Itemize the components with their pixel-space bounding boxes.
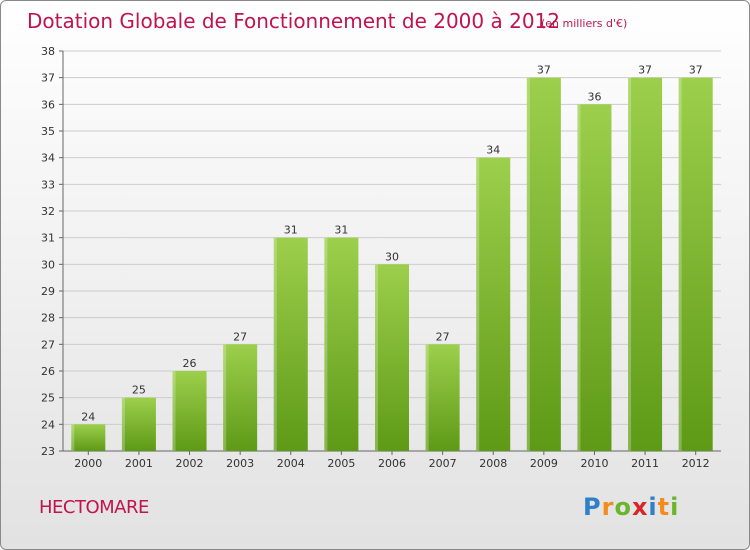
bar-highlight [172,371,176,451]
x-tick-label: 2007 [429,457,457,470]
value-label: 24 [81,410,95,423]
value-label: 37 [689,64,703,77]
x-tick-label: 2001 [125,457,153,470]
proxiti-logo: Proxiti [583,493,679,521]
bar-2008 [476,157,511,451]
x-tick-label: 2005 [327,457,355,470]
chart-title: Dotation Globale de Fonctionnement de 20… [27,9,560,33]
value-label: 31 [334,224,348,237]
value-label: 37 [537,64,551,77]
y-tick-label: 27 [41,338,55,351]
bar-highlight [628,77,632,452]
y-tick-label: 26 [41,365,55,378]
logo-letter: i [670,493,680,521]
y-tick-label: 38 [41,45,55,58]
x-tick-label: 2003 [226,457,254,470]
y-tick-label: 36 [41,98,55,111]
bar-highlight [678,77,682,452]
unit-note: (en milliers d'€) [541,17,628,30]
bar-2011 [628,77,663,452]
value-label: 26 [183,357,197,370]
bar-2009 [526,77,561,452]
x-tick-label: 2009 [530,457,558,470]
bar-2000 [71,424,106,451]
x-tick-label: 2011 [631,457,659,470]
bar-2007 [425,344,460,451]
logo-letter: r [601,493,615,521]
value-label: 25 [132,384,146,397]
x-tick-label: 2004 [277,457,305,470]
y-tick-label: 29 [41,285,55,298]
logo-letter: t [657,493,671,521]
bar-2010 [577,104,612,451]
y-tick-label: 35 [41,125,55,138]
y-tick-label: 33 [41,178,55,191]
bar-highlight [71,424,75,451]
y-tick-label: 24 [41,418,55,431]
logo-letter: x [631,493,649,521]
bar-2006 [375,264,409,451]
value-label: 34 [486,144,500,157]
y-tick-label: 37 [41,72,55,85]
bars [71,77,713,452]
value-label: 27 [233,330,247,343]
bar-highlight [121,397,125,451]
y-tick-label: 25 [41,392,55,405]
x-tick-label: 2002 [176,457,204,470]
commune-name: HECTOMARE [39,497,149,518]
logo-letter: P [583,493,602,521]
bar-2012 [678,77,713,452]
bar-2004 [273,237,308,451]
value-label: 31 [284,224,298,237]
y-tick-label: 34 [41,152,55,165]
y-tick-label: 23 [41,445,55,458]
y-tick-label: 31 [41,232,55,245]
bar-highlight [273,237,277,451]
y-tick-label: 32 [41,205,55,218]
bar-highlight [425,344,429,451]
bar-highlight [375,264,378,451]
labels: 23 24 25 26 27 28 29 30 31 32 33 34 35 36 37 38 24 2000 25… [41,45,710,470]
x-tick-label: 2006 [378,457,406,470]
y-tick-label: 30 [41,258,55,271]
bar-highlight [223,344,227,451]
y-tick-label: 28 [41,312,55,325]
bar-2003 [223,344,258,451]
logo-letter: o [614,493,632,521]
x-tick-label: 2008 [479,457,507,470]
x-tick-label: 2012 [682,457,710,470]
value-label: 36 [587,90,601,103]
logo-letter: i [648,493,658,521]
value-label: 30 [385,250,399,263]
bar-highlight [526,77,530,452]
value-label: 27 [436,330,450,343]
bar-2002 [172,371,207,451]
bar-highlight [577,104,581,451]
bar-highlight [324,237,328,451]
bar-2001 [121,397,156,451]
bar-2005 [324,237,359,451]
bar-highlight [476,157,480,451]
value-label: 37 [638,64,652,77]
x-tick-label: 2010 [580,457,608,470]
x-tick-label: 2000 [74,457,102,470]
